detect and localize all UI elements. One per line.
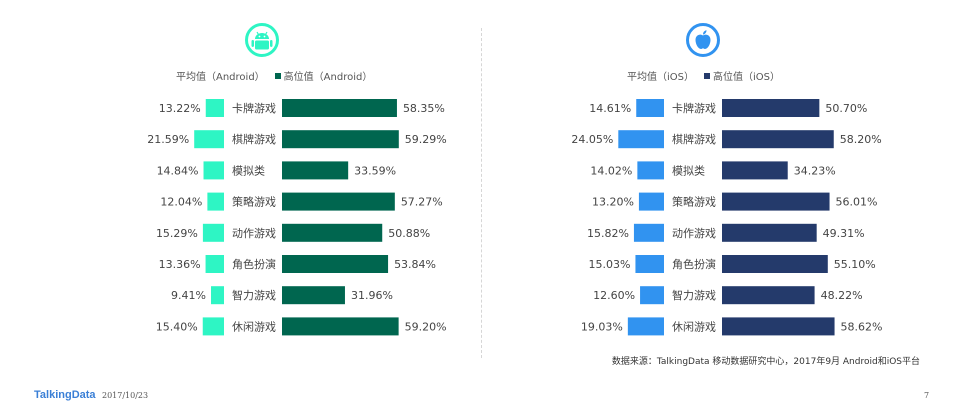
ios-low-label-3: 13.20% [592,196,634,209]
ios-low-bar-0 [636,99,664,117]
ios-high-label-1: 58.20% [840,133,882,146]
ios-low-label-2: 14.02% [590,164,632,177]
android-high-bar-7 [282,317,399,336]
android-bar-chart: 13.22% 卡牌游戏 58.35% 21.59% 棋牌游戏 59.29% 14.84% 模拟… [147,99,447,336]
android-high-label-3: 57.27% [401,196,443,209]
page-number: 7 [924,391,930,400]
android-high-bar-4 [282,223,383,242]
android-legend: 平均值（Android） 高位值（Android） [176,68,372,83]
legend-swatch-android-high [274,72,281,79]
ios-low-bar-5 [635,255,664,273]
android-low-bar-7 [202,317,224,336]
android-category-2: 模拟类 [232,163,265,177]
ios-low-label-7: 19.03% [581,320,623,333]
android-high-bar-1 [282,130,399,149]
android-high-bar-0 [282,99,397,117]
ios-panel: 平均值（iOS） 高位值（iOS） 14.61% 卡牌游戏 50.70% 24.05%… [485,0,965,360]
ios-bar-chart: 14.61% 卡牌游戏 50.70% 24.05% 棋牌游戏 58.20% 14.02% 模拟… [571,99,883,336]
ios-high-bar-4 [722,223,817,242]
ios-high-label-0: 50.70% [825,102,867,115]
ios-category-2: 模拟类 [672,163,705,177]
footer-date: 2017/10/23 [102,391,149,400]
android-category-3: 策略游戏 [232,195,276,209]
android-low-bar-0 [205,99,224,117]
ios-high-label-6: 48.22% [821,289,863,302]
android-low-label-3: 12.04% [160,196,202,209]
android-low-label-0: 13.22% [159,102,201,115]
ios-high-bar-3 [722,192,830,211]
ios-category-6: 智力游戏 [672,288,716,302]
ios-category-3: 策略游戏 [672,195,716,209]
android-high-label-0: 58.35% [403,102,445,115]
ios-low-label-5: 15.03% [588,258,630,271]
android-panel: 平均值（Android） 高位值（Android） 13.22% 卡牌游戏 58.3… [0,0,480,360]
android-high-label-2: 33.59% [354,164,396,177]
android-low-bar-5 [205,255,224,273]
android-category-7: 休闲游戏 [232,319,276,333]
source-note: 数据来源：TalkingData 移动数据研究中心，2017年9月 Androi… [611,357,920,367]
ios-category-1: 棋牌游戏 [672,132,716,146]
android-low-label-2: 14.84% [157,164,199,177]
android-low-label-7: 15.40% [156,320,198,333]
ios-high-bar-1 [722,130,834,149]
ios-category-5: 角色扮演 [672,257,716,271]
legend-swatch-ios-high [704,72,710,79]
android-high-bar-2 [282,161,349,180]
android-high-label-1: 59.29% [405,133,447,146]
android-high-label-4: 50.88% [388,227,430,240]
ios-high-label-4: 49.31% [823,227,865,240]
android-low-label-6: 9.41% [171,289,206,302]
android-high-label-5: 53.84% [394,258,436,271]
android-high-bar-5 [282,255,389,273]
android-category-6: 智力游戏 [232,288,276,302]
ios-low-bar-3 [638,192,664,211]
android-low-bar-6 [211,286,224,305]
android-low-bar-4 [202,223,224,242]
ios-low-label-4: 15.82% [587,227,629,240]
ios-high-bar-0 [722,99,820,117]
android-low-label-4: 15.29% [156,227,198,240]
ios-low-label-0: 14.61% [589,102,631,115]
legend-ios-high: 高位值（iOS） [713,72,780,83]
ios-high-bar-5 [722,255,828,273]
android-high-label-7: 59.20% [405,320,447,333]
ios-low-bar-6 [640,286,664,305]
panel-divider [481,28,482,358]
android-low-label-1: 21.59% [147,133,189,146]
ios-low-bar-1 [618,130,664,149]
ios-high-bar-6 [722,286,815,305]
ios-category-0: 卡牌游戏 [672,101,716,115]
android-category-5: 角色扮演 [232,257,276,271]
apple-logo-icon [686,23,720,57]
android-high-bar-3 [282,192,395,211]
ios-low-bar-7 [627,317,664,336]
android-low-label-5: 13.36% [159,258,201,271]
ios-low-label-1: 24.05% [571,133,613,146]
android-low-bar-3 [207,192,224,211]
ios-category-4: 动作游戏 [672,227,716,240]
ios-high-label-5: 55.10% [834,258,876,271]
android-category-1: 棋牌游戏 [232,132,276,146]
android-high-bar-6 [282,286,345,305]
android-category-4: 动作游戏 [232,227,276,240]
ios-low-bar-4 [633,223,664,242]
android-low-bar-1 [194,130,224,149]
ios-high-label-7: 58.62% [841,320,883,333]
android-low-bar-2 [203,161,224,180]
android-category-0: 卡牌游戏 [232,101,276,115]
android-logo-icon [245,23,279,57]
legend-android-low: 平均值（Android） [176,72,265,83]
ios-legend: 平均值（iOS） 高位值（iOS） [627,68,780,83]
ios-high-label-2: 34.23% [794,164,836,177]
ios-high-bar-7 [722,317,835,336]
brand-logo: TalkingData [34,389,96,401]
legend-android-high: 高位值（Android） [283,72,373,83]
ios-category-7: 休闲游戏 [672,319,716,333]
ios-high-bar-2 [722,161,788,180]
legend-ios-low: 平均值（iOS） [627,72,694,83]
android-high-label-6: 31.96% [351,289,393,302]
ios-high-label-3: 56.01% [836,196,878,209]
ios-low-bar-2 [637,161,664,180]
ios-low-label-6: 12.60% [593,289,635,302]
